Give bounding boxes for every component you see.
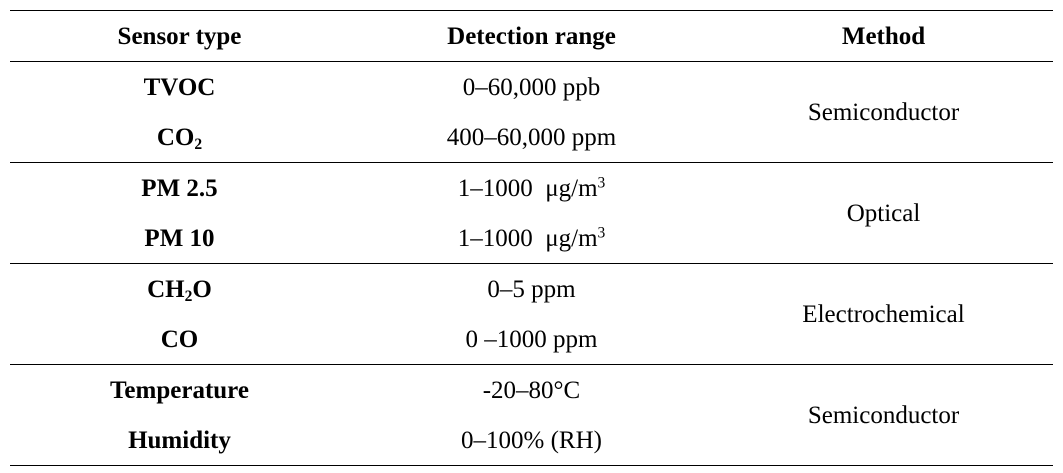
range-value: 1–1000 μg/m: [457, 224, 598, 252]
sensor-subscript: 2: [194, 135, 203, 153]
sensor-cell: TVOC: [143, 73, 216, 101]
header-detection-range: Detection range: [348, 10, 715, 62]
table-row: CH2O 0–5 ppm Electrochemical: [10, 263, 1053, 365]
range-cell: 1–1000 μg/m3: [348, 213, 715, 264]
method-cell: Semiconductor: [714, 364, 1053, 466]
sensor-table: Sensor type Detection range Method TVOC …: [10, 10, 1053, 466]
range-cell: 400–60,000 ppm: [348, 112, 715, 163]
range-cell: 1–1000 μg/m3: [349, 163, 714, 214]
table-row: Temperature -20–80°C Semiconductor: [10, 364, 1053, 466]
table-row: Humidity 0–100% (RH): [10, 415, 1053, 466]
range-value: 1–1000 μg/m: [457, 174, 598, 202]
sensor-cell: CO2: [10, 112, 349, 163]
table-row: TVOC 0–60,000 ppb Semiconductor: [10, 61, 1053, 163]
table-row: CO 0 –1000 ppm: [10, 314, 1053, 365]
range-superscript: 3: [597, 173, 606, 191]
sensor-table-container: Sensor type Detection range Method TVOC …: [10, 10, 1053, 466]
range-cell: 0 –1000 ppm: [348, 314, 715, 365]
range-cell: -20–80°C: [482, 376, 581, 404]
header-sensor-type: Sensor type: [10, 10, 349, 62]
table-row: PM 2.5 1–1000 μg/m3 Optical: [10, 162, 1053, 264]
sensor-cell: Temperature: [110, 376, 249, 404]
sensor-cell: CO: [10, 314, 349, 365]
sensor-cell: PM 10: [10, 213, 349, 264]
header-row: Sensor type Detection range Method: [10, 10, 1053, 62]
range-cell: 0–5 ppm: [487, 275, 576, 303]
range-cell: 0–60,000 ppb: [462, 73, 601, 101]
sensor-name: CO: [156, 123, 195, 151]
sensor-name-post: O: [192, 275, 212, 303]
method-cell: Optical: [714, 162, 1053, 264]
header-method: Method: [714, 10, 1053, 62]
table-row: PM 10 1–1000 μg/m3: [10, 213, 1053, 264]
method-cell: Semiconductor: [714, 61, 1053, 163]
sensor-cell: CH2O: [10, 264, 349, 315]
range-cell: 0–100% (RH): [348, 415, 715, 466]
table-row: CO2 400–60,000 ppm: [10, 112, 1053, 163]
sensor-name-pre: CH: [147, 275, 185, 303]
sensor-cell: PM 2.5: [141, 174, 218, 202]
range-superscript: 3: [597, 223, 606, 241]
sensor-subscript: 2: [184, 287, 193, 305]
sensor-cell: Humidity: [10, 415, 349, 466]
method-cell: Electrochemical: [714, 263, 1053, 365]
